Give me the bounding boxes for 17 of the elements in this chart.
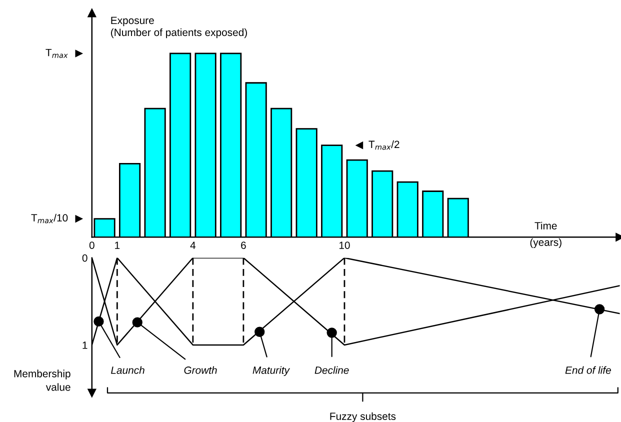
x-tick-label: 0 [89,242,94,249]
x-tick-label: 10 [339,242,350,249]
text: T$_{max}$ [46,48,68,58]
x-tick-label: 4 [190,242,196,249]
x-tick-label: 1 [115,242,120,249]
text: Fuzzy subsets [330,412,396,422]
y-axis-title: Exposure (Number of patients exposed) [111,16,247,38]
annotation: Growth [184,366,217,374]
text: T$_{max}$/10 [31,214,68,224]
x-axis-title: Time (years) [530,222,562,248]
annotation: Launch [111,366,144,374]
annotation: End of life [565,366,611,374]
annotation: Decline [314,366,349,374]
x-tick-label: 6 [241,242,246,249]
y-axis-title: Membership value [14,370,70,391]
annotation: T$_{max}$/2 [368,140,400,150]
annotation: Maturity [252,366,290,376]
